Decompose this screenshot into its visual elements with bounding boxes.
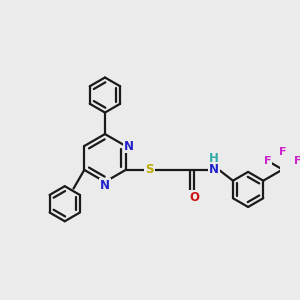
Text: N: N <box>124 140 134 152</box>
Text: O: O <box>189 191 199 204</box>
Text: F: F <box>279 147 286 157</box>
Text: H: H <box>208 152 218 165</box>
Text: N: N <box>100 178 110 192</box>
Text: N: N <box>209 164 219 176</box>
Text: S: S <box>145 164 154 176</box>
Text: F: F <box>264 156 271 166</box>
Text: F: F <box>294 156 300 166</box>
